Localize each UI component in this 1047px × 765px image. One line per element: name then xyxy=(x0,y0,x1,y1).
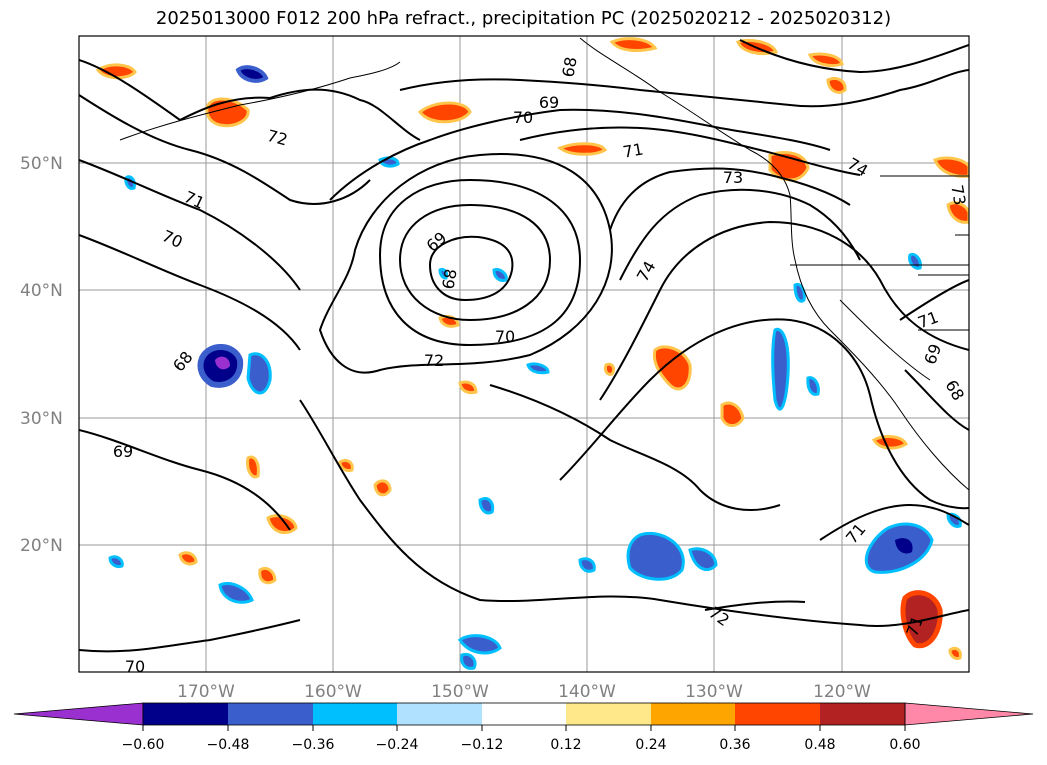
contour-label: 73 xyxy=(723,168,743,187)
colorbar-segment xyxy=(143,703,228,725)
contour-label: 69 xyxy=(113,442,133,461)
colorbar-segment xyxy=(735,703,820,725)
plot-border xyxy=(78,35,970,673)
colorbar-tick-label: −0.12 xyxy=(461,737,504,753)
colorbar-tick-label: 0.12 xyxy=(550,737,581,753)
lon-label: 150°W xyxy=(431,682,489,702)
contour-label: 72 xyxy=(265,126,290,150)
contour-label: 70 xyxy=(125,657,145,676)
precip-negative-areas xyxy=(108,65,962,670)
longitude-labels: 170°W 160°W 150°W 140°W 130°W 120°W xyxy=(177,682,871,702)
lon-label: 140°W xyxy=(558,682,616,702)
lat-label: 50°N xyxy=(20,154,63,174)
colorbar-tick-label: −0.24 xyxy=(376,737,419,753)
colorbar-tick-label: 0.48 xyxy=(804,737,835,753)
contour-label: 71 xyxy=(621,139,644,161)
refractivity-contours xyxy=(79,39,969,653)
lon-label: 170°W xyxy=(177,682,235,702)
contour-label: 72 xyxy=(424,351,444,370)
contour-label: 69 xyxy=(539,93,559,112)
colorbar-tick-label: 0.36 xyxy=(719,737,750,753)
colorbar-segment xyxy=(820,703,905,725)
colorbar-segment xyxy=(228,703,313,725)
colorbar-tick-label: 0.60 xyxy=(889,737,920,753)
colorbar-max-extend xyxy=(904,702,1034,726)
latitude-labels: 50°N 40°N 30°N 20°N xyxy=(20,154,63,556)
contour-label: 70 xyxy=(513,108,533,127)
colorbar-tick-label: 0.24 xyxy=(635,737,666,753)
coastlines xyxy=(119,37,969,491)
colorbar-segment xyxy=(313,703,397,725)
contour-label: 70 xyxy=(495,327,515,346)
map-title: 2025013000 F012 200 hPa refract., precip… xyxy=(155,8,892,29)
colorbar-tick-label: −0.48 xyxy=(207,737,250,753)
lon-label: 120°W xyxy=(813,682,871,702)
colorbar-segment xyxy=(397,703,482,725)
lon-label: 130°W xyxy=(685,682,743,702)
colorbar-min-extend xyxy=(13,702,144,726)
lon-label: 160°W xyxy=(304,682,362,702)
colorbar-segment xyxy=(651,703,735,725)
contour-label: 73 xyxy=(947,183,969,206)
colorbar-tick-label: −0.36 xyxy=(292,737,335,753)
lat-label: 20°N xyxy=(20,536,63,556)
colorbar-segment xyxy=(566,703,651,725)
contour-label: 68 xyxy=(438,267,460,290)
lat-label: 30°N xyxy=(20,409,63,429)
colorbar-segment xyxy=(482,703,566,725)
colorbar-tick-label: −0.60 xyxy=(122,737,165,753)
contour-label: 68 xyxy=(558,55,580,78)
lat-label: 40°N xyxy=(20,281,63,301)
colorbar: −0.60 −0.48 −0.36 −0.24 −0.12 0.12 0.24 … xyxy=(13,702,1034,753)
